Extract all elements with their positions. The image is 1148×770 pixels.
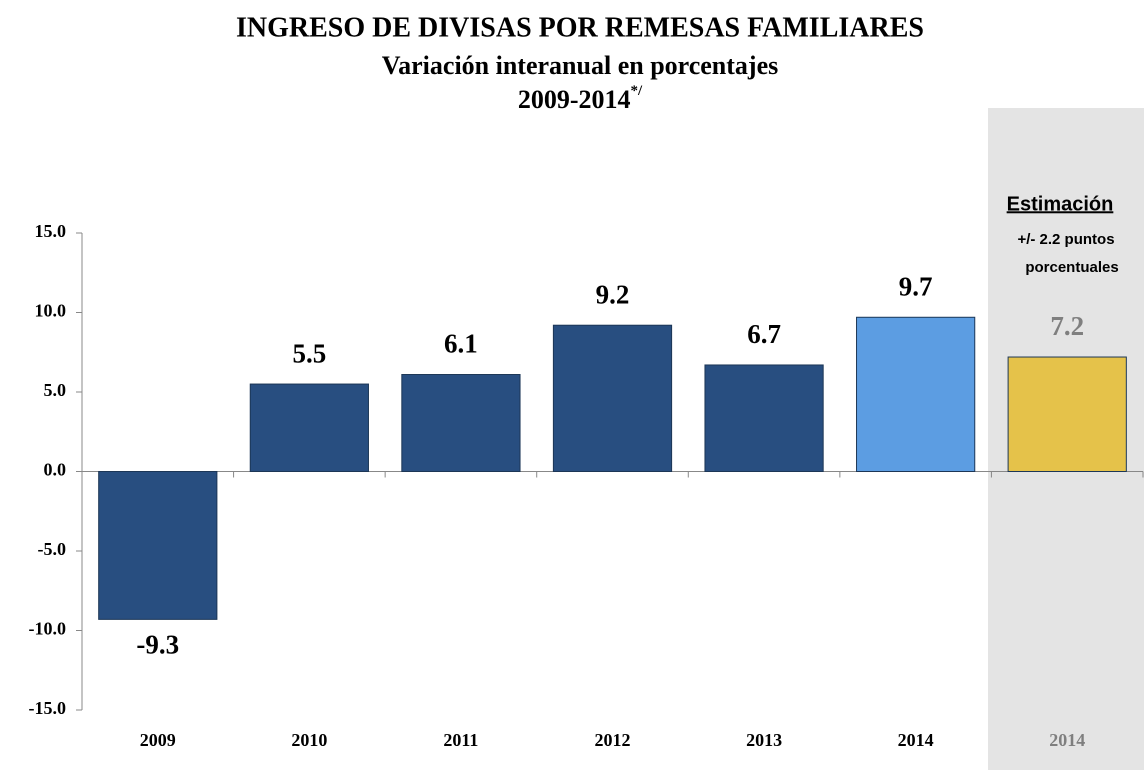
x-tick-label: 2012 — [595, 730, 631, 750]
value-label: 6.1 — [444, 329, 478, 359]
bar — [704, 364, 824, 472]
bar — [552, 324, 673, 472]
y-tick-label: -5.0 — [38, 539, 67, 559]
value-label: 7.2 — [1050, 311, 1084, 341]
value-label: -9.3 — [136, 630, 179, 660]
x-tick-label: 2014 — [1049, 730, 1085, 750]
period-note: */ — [631, 83, 644, 99]
value-label: 5.5 — [292, 338, 326, 368]
period: 2009-2014 — [518, 85, 631, 114]
bar — [1007, 356, 1127, 472]
chart-period: 2009-2014*/ — [518, 83, 643, 114]
chart-subtitle: Variación interanual en porcentajes — [382, 51, 779, 80]
y-tick-label: 15.0 — [35, 221, 67, 241]
x-tick-label: 2010 — [291, 730, 327, 750]
x-tick-label: 2011 — [443, 730, 478, 750]
x-tick-label: 2009 — [140, 730, 176, 750]
y-tick-label: 5.0 — [44, 380, 67, 400]
y-tick-label: 0.0 — [44, 460, 67, 480]
annotation: Estimación — [1007, 193, 1114, 215]
bar — [856, 316, 976, 472]
value-label: 9.2 — [596, 279, 630, 309]
x-tick-label: 2014 — [898, 730, 934, 750]
x-tick-label: 2013 — [746, 730, 782, 750]
y-tick-label: 10.0 — [35, 301, 67, 321]
annotation: porcentuales — [1025, 259, 1118, 276]
y-tick-label: -10.0 — [29, 619, 67, 639]
bar — [401, 374, 521, 473]
value-label: 6.7 — [747, 319, 781, 349]
bar — [249, 383, 369, 472]
y-tick-label: -15.0 — [29, 698, 67, 718]
bar — [98, 471, 218, 620]
chart-title: INGRESO DE DIVISAS POR REMESAS FAMILIARE… — [236, 12, 924, 43]
value-label: 9.7 — [899, 271, 933, 301]
annotation: +/- 2.2 puntos — [1017, 231, 1114, 248]
